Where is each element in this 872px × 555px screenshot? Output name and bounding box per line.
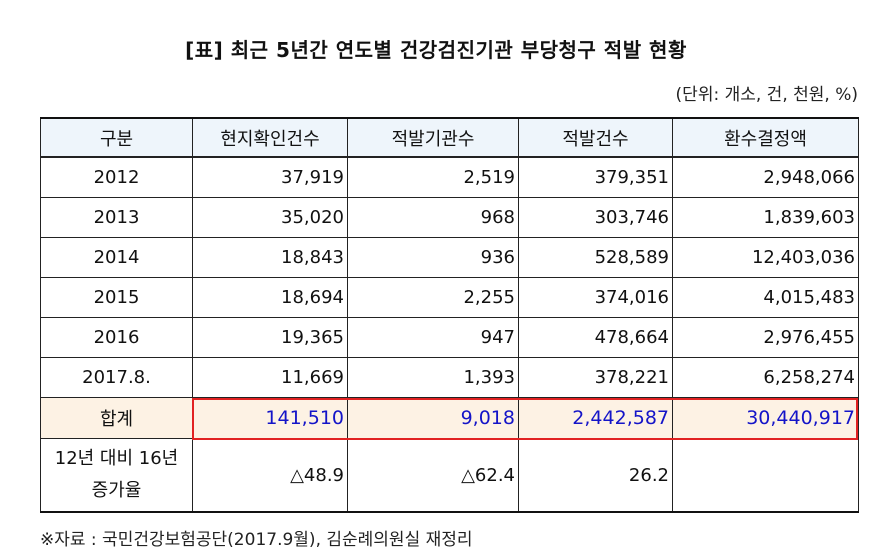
row-label: 2013	[40, 197, 193, 238]
cell-recovery: 2,976,455	[672, 317, 859, 358]
cell-recovery: 6,258,274	[672, 357, 859, 398]
cell-cases: 378,221	[518, 357, 673, 398]
table-row: 2014 18,843 936 528,589 12,403,036	[40, 237, 859, 278]
change-cases: 26.2	[518, 438, 673, 513]
cell-site-checks: 19,365	[192, 317, 348, 358]
cell-institutions: 1,393	[347, 357, 519, 398]
cell-cases: 374,016	[518, 277, 673, 318]
row-label: 2014	[40, 237, 193, 278]
cell-recovery: 12,403,036	[672, 237, 859, 278]
table-row: 2017.8. 11,669 1,393 378,221 6,258,274	[40, 357, 859, 398]
cell-institutions: 947	[347, 317, 519, 358]
row-label: 2017.8.	[40, 357, 193, 398]
cell-cases: 528,589	[518, 237, 673, 278]
cell-cases: 379,351	[518, 156, 673, 198]
unit-note: (단위: 개소, 건, 천원, %)	[675, 85, 858, 105]
total-row: 합계 141,510 9,018 2,442,587 30,440,917	[40, 397, 859, 439]
total-cases: 2,442,587	[518, 397, 673, 439]
cell-cases: 303,746	[518, 197, 673, 238]
cell-institutions: 968	[347, 197, 519, 238]
cell-site-checks: 35,020	[192, 197, 348, 238]
table-row: 2016 19,365 947 478,664 2,976,455	[40, 317, 859, 358]
total-label: 합계	[40, 397, 193, 439]
table-title: [표] 최근 5년간 연도별 건강검진기관 부당청구 적발 현황	[185, 38, 687, 62]
header-row: 구분 현지확인건수 적발기관수 적발건수 환수결정액	[40, 117, 859, 158]
header-detected-institutions: 적발기관수	[347, 117, 519, 158]
cell-site-checks: 11,669	[192, 357, 348, 398]
row-label: 2012	[40, 156, 193, 198]
table-row: 2013 35,020 968 303,746 1,839,603	[40, 197, 859, 238]
table-row: 2012 37,919 2,519 379,351 2,948,066	[40, 156, 859, 198]
header-site-checks: 현지확인건수	[192, 117, 348, 158]
cell-institutions: 2,519	[347, 156, 519, 198]
total-site-checks: 141,510	[192, 397, 348, 439]
row-label: 2016	[40, 317, 193, 358]
cell-recovery: 2,948,066	[672, 156, 859, 198]
total-institutions: 9,018	[347, 397, 519, 439]
header-recovery-amount: 환수결정액	[672, 117, 859, 158]
inspection-table: 구분 현지확인건수 적발기관수 적발건수 환수결정액 2012 37,919 2…	[40, 117, 859, 513]
cell-cases: 478,664	[518, 317, 673, 358]
total-recovery: 30,440,917	[672, 397, 859, 439]
cell-institutions: 936	[347, 237, 519, 278]
cell-site-checks: 18,843	[192, 237, 348, 278]
cell-site-checks: 37,919	[192, 156, 348, 198]
table-row: 2015 18,694 2,255 374,016 4,015,483	[40, 277, 859, 318]
change-label: 12년 대비 16년 증가율	[40, 438, 193, 513]
change-row: 12년 대비 16년 증가율 △48.9 △62.4 26.2	[40, 438, 859, 513]
change-site-checks: △48.9	[192, 438, 348, 513]
source-note: ※자료 : 국민건강보험공단(2017.9월), 김순례의원실 재정리	[40, 530, 473, 550]
row-label: 2015	[40, 277, 193, 318]
cell-recovery: 4,015,483	[672, 277, 859, 318]
cell-institutions: 2,255	[347, 277, 519, 318]
change-institutions: △62.4	[347, 438, 519, 513]
cell-recovery: 1,839,603	[672, 197, 859, 238]
header-category: 구분	[40, 117, 193, 158]
cell-site-checks: 18,694	[192, 277, 348, 318]
header-detected-cases: 적발건수	[518, 117, 673, 158]
change-recovery	[672, 438, 859, 513]
